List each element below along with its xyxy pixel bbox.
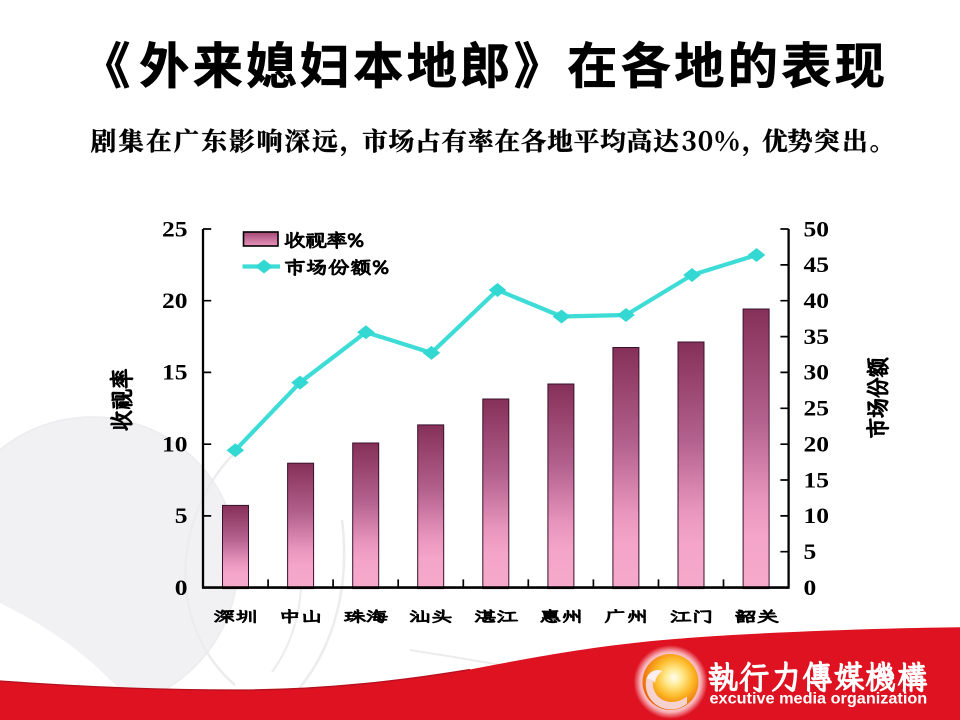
svg-text:0: 0 — [804, 576, 817, 600]
svg-text:0: 0 — [175, 576, 188, 600]
svg-text:15: 15 — [162, 361, 188, 385]
svg-text:25: 25 — [804, 397, 830, 421]
svg-text:20: 20 — [162, 290, 188, 314]
svg-text:35: 35 — [804, 325, 830, 349]
svg-text:50: 50 — [804, 218, 830, 242]
svg-text:15: 15 — [804, 469, 830, 493]
svg-text:10: 10 — [162, 433, 188, 457]
svg-text:30: 30 — [804, 361, 830, 385]
svg-text:excutive media organization: excutive media organization — [710, 691, 928, 708]
svg-text:20: 20 — [804, 433, 830, 457]
svg-text:45: 45 — [804, 254, 830, 278]
svg-text:5: 5 — [175, 505, 188, 529]
svg-text:25: 25 — [162, 218, 188, 242]
svg-text:5: 5 — [804, 541, 817, 565]
svg-text:40: 40 — [804, 290, 830, 314]
svg-text:10: 10 — [804, 505, 830, 529]
